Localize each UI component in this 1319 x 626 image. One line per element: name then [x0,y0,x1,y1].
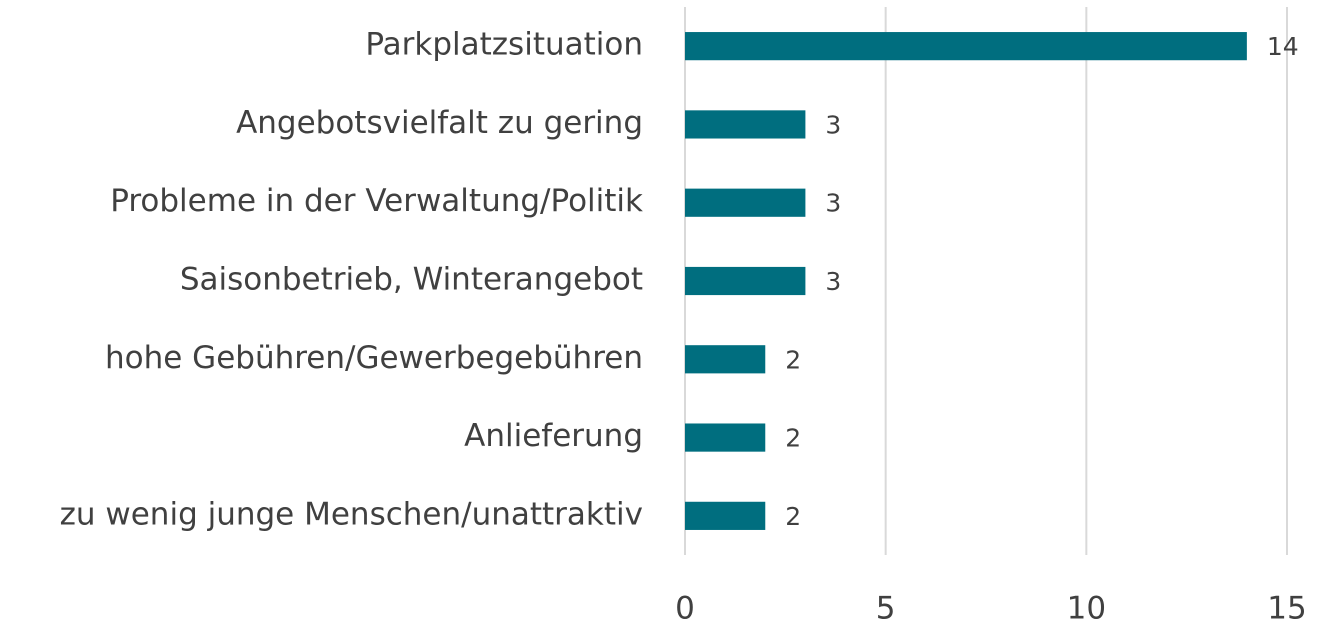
data-label: 3 [825,189,841,218]
data-label: 14 [1267,32,1299,61]
y-tick-label: Anlieferung [464,418,643,454]
y-tick-label: Saisonbetrieb, Winterangebot [180,262,643,298]
bar [685,501,766,530]
y-tick-label: Probleme in der Verwaltung/Politik [110,183,643,219]
data-label: 2 [785,424,801,453]
bar [685,345,766,374]
data-label: 2 [785,345,801,374]
x-tick-label: 0 [675,591,695,626]
data-label: 3 [825,110,841,139]
y-tick-label: zu wenig junge Menschen/unattraktiv [60,496,643,532]
y-tick-label: Parkplatzsituation [365,27,643,63]
data-label: 2 [785,502,801,531]
data-label: 3 [825,267,841,296]
y-tick-label: hohe Gebühren/Gewerbegebühren [105,340,643,376]
x-tick-label: 15 [1267,591,1306,626]
y-tick-label: Angebotsvielfalt zu gering [236,105,643,141]
x-tick-label: 5 [876,591,896,626]
bar [685,110,806,139]
bar [685,266,806,296]
x-tick-label: 10 [1067,591,1106,626]
bar [685,32,1247,61]
bar [685,423,766,452]
bar [685,188,806,217]
